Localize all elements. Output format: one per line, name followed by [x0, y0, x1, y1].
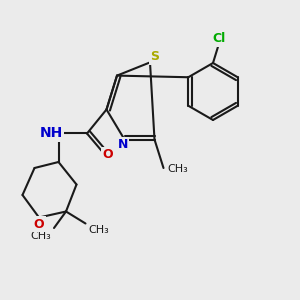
Text: O: O	[34, 218, 44, 231]
Text: NH: NH	[39, 127, 63, 140]
Text: Cl: Cl	[212, 32, 226, 46]
Text: O: O	[102, 148, 113, 161]
Text: N: N	[118, 138, 128, 152]
Text: CH₃: CH₃	[88, 225, 109, 235]
Text: S: S	[150, 50, 159, 64]
Text: CH₃: CH₃	[167, 164, 188, 175]
Text: CH₃: CH₃	[30, 231, 51, 241]
